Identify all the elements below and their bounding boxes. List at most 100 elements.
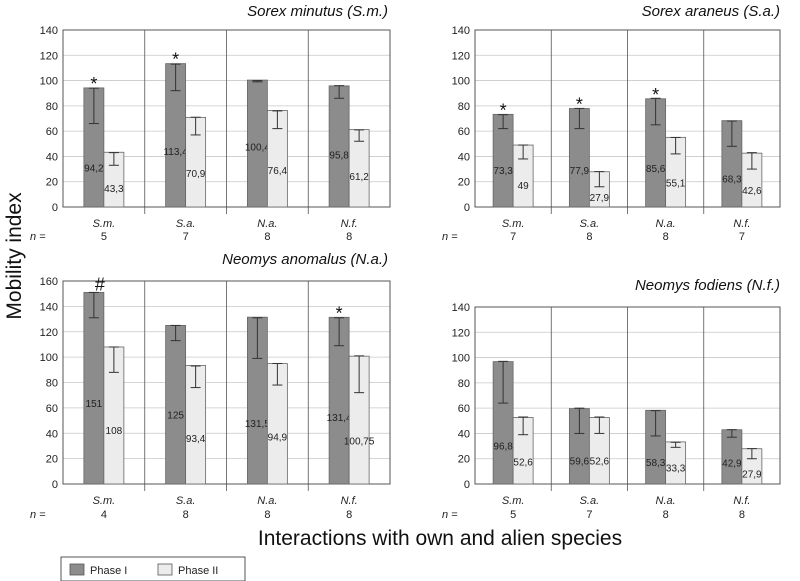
bar-phase-i — [83, 292, 105, 485]
data-label: 73,3 — [493, 166, 513, 177]
n-value: 8 — [264, 231, 270, 243]
group-s-a: 113,4 70,9 * S.a.7 — [163, 50, 207, 243]
group-n-f: 131,4 100,75 * N.f. 8 — [327, 303, 375, 521]
x-tick-label: N.f. — [341, 218, 358, 230]
data-label: 151 — [86, 399, 103, 410]
panel-2: Sorex araneus (S.a.) 0 20 40 60 80 100 120 140 n … — [442, 3, 781, 243]
x-tick-label: S.a. — [176, 495, 196, 507]
data-label: 49 — [518, 181, 530, 192]
bar-phase-i — [328, 85, 350, 208]
n-value: 8 — [264, 509, 270, 521]
data-label: 93,4 — [186, 434, 206, 445]
group-s-m: 73,3 49 * S.m.7 — [492, 100, 534, 243]
data-label: 61,2 — [349, 172, 369, 183]
x-tick-label: S.a. — [176, 218, 196, 230]
data-label: 94,9 — [268, 433, 288, 444]
y-tick-label: 120 — [40, 327, 58, 339]
y-tick-label: 40 — [46, 151, 58, 163]
legend-swatch-phase-2 — [157, 563, 173, 576]
group-n-a: 85,655,1 * N.a.8 — [645, 85, 687, 243]
n-label: n = — [30, 231, 46, 243]
data-label: 42,9 — [722, 459, 742, 470]
y-tick-label: 0 — [464, 202, 470, 214]
y-tick-label: 140 — [452, 302, 470, 314]
y-tick-label: 20 — [46, 454, 58, 466]
x-tick-label: N.a. — [257, 495, 277, 507]
x-tick-label: N.f. — [733, 218, 750, 230]
group-s-m: 94,243,3 * S.m.5 — [83, 74, 125, 243]
group-s-m: 96,852,6 S.m. 5 — [492, 360, 534, 521]
n-label: n = — [442, 231, 458, 243]
y-tick-label: 160 — [40, 276, 58, 288]
n-value: 7 — [586, 509, 592, 521]
x-tick-label: N.f. — [341, 495, 358, 507]
significance-mark: * — [500, 100, 507, 120]
y-tick-label: 80 — [46, 101, 58, 113]
legend-label-phase-1: Phase I — [90, 565, 127, 577]
x-axis-label: Interactions with own and alien species — [258, 527, 622, 550]
data-label: 76,4 — [268, 166, 288, 177]
legend-frame — [60, 556, 246, 581]
n-value: 7 — [510, 231, 516, 243]
y-tick-label: 0 — [52, 479, 58, 491]
data-label: 59,6 — [570, 457, 590, 468]
n-value: 8 — [739, 509, 745, 521]
y-tick-label: 40 — [46, 428, 58, 440]
panel-3: Neomys anomalus (N.a.) 0 20 40 60 80 100 120 140… — [30, 251, 391, 521]
y-tick-label: 80 — [46, 378, 58, 390]
legend-label-phase-2: Phase II — [178, 565, 218, 577]
y-tick-label: 100 — [452, 353, 470, 365]
significance-mark: * — [576, 95, 583, 115]
n-value: 8 — [346, 509, 352, 521]
data-label: 43,3 — [104, 184, 124, 195]
x-tick-label: S.m. — [93, 495, 116, 507]
group-n-f: 42,927,9 N.f. 8 — [721, 429, 763, 521]
panel-4: Neomys fodiens (N.f.) 0 20 40 60 80 100 120 140 n… — [442, 277, 781, 521]
n-value: 8 — [586, 231, 592, 243]
group-s-a: 77,9 27,9 * S.a.8 — [568, 95, 610, 243]
data-label: 68,3 — [722, 175, 742, 186]
significance-mark: * — [336, 303, 343, 323]
data-label: 42,6 — [742, 186, 762, 197]
n-value: 5 — [101, 231, 107, 243]
significance-mark: * — [652, 85, 659, 105]
x-tick-label: S.m. — [93, 218, 116, 230]
data-label: 131,5 — [245, 419, 270, 430]
panel-title: Neomys anomalus (N.a.) — [222, 251, 388, 268]
data-label: 33,3 — [666, 464, 686, 475]
data-label: 70,9 — [186, 169, 206, 180]
panel-title: Sorex minutus (S.m.) — [247, 3, 388, 20]
data-label: 27,9 — [590, 193, 610, 204]
y-tick-label: 120 — [40, 50, 58, 62]
panel-title: Sorex araneus (S.a.) — [642, 3, 780, 20]
legend-swatch-phase-1 — [69, 563, 85, 576]
significance-mark: * — [172, 50, 179, 70]
x-tick-label: S.a. — [580, 218, 600, 230]
data-label: 100,4 — [245, 142, 270, 153]
n-value: 8 — [663, 231, 669, 243]
n-value: 8 — [663, 509, 669, 521]
n-value: 7 — [739, 231, 745, 243]
legend: Phase I Phase II — [60, 556, 246, 581]
y-tick-label: 80 — [458, 101, 470, 113]
x-tick-label: N.a. — [257, 218, 277, 230]
group-n-f: 68,342,6 N.f.7 — [721, 120, 763, 243]
n-value: 7 — [183, 231, 189, 243]
bar-phase-ii — [266, 110, 288, 208]
y-tick-label: 60 — [458, 403, 470, 415]
significance-mark: * — [90, 74, 97, 94]
n-label: n = — [442, 509, 458, 521]
group-s-a: 59,6 52,6 S.a. 7 — [568, 407, 610, 521]
y-tick-label: 140 — [452, 25, 470, 37]
data-label: 58,3 — [646, 458, 666, 469]
y-tick-label: 20 — [458, 177, 470, 189]
group-s-a: 125 93,4 S.a. 8 — [165, 324, 207, 521]
y-tick-label: 60 — [46, 126, 58, 138]
y-tick-label: 120 — [452, 50, 470, 62]
bar-phase-ii — [185, 365, 207, 485]
n-value: 4 — [101, 509, 107, 521]
significance-mark: # — [95, 274, 105, 294]
y-tick-label: 60 — [46, 403, 58, 415]
y-tick-label: 100 — [452, 76, 470, 88]
